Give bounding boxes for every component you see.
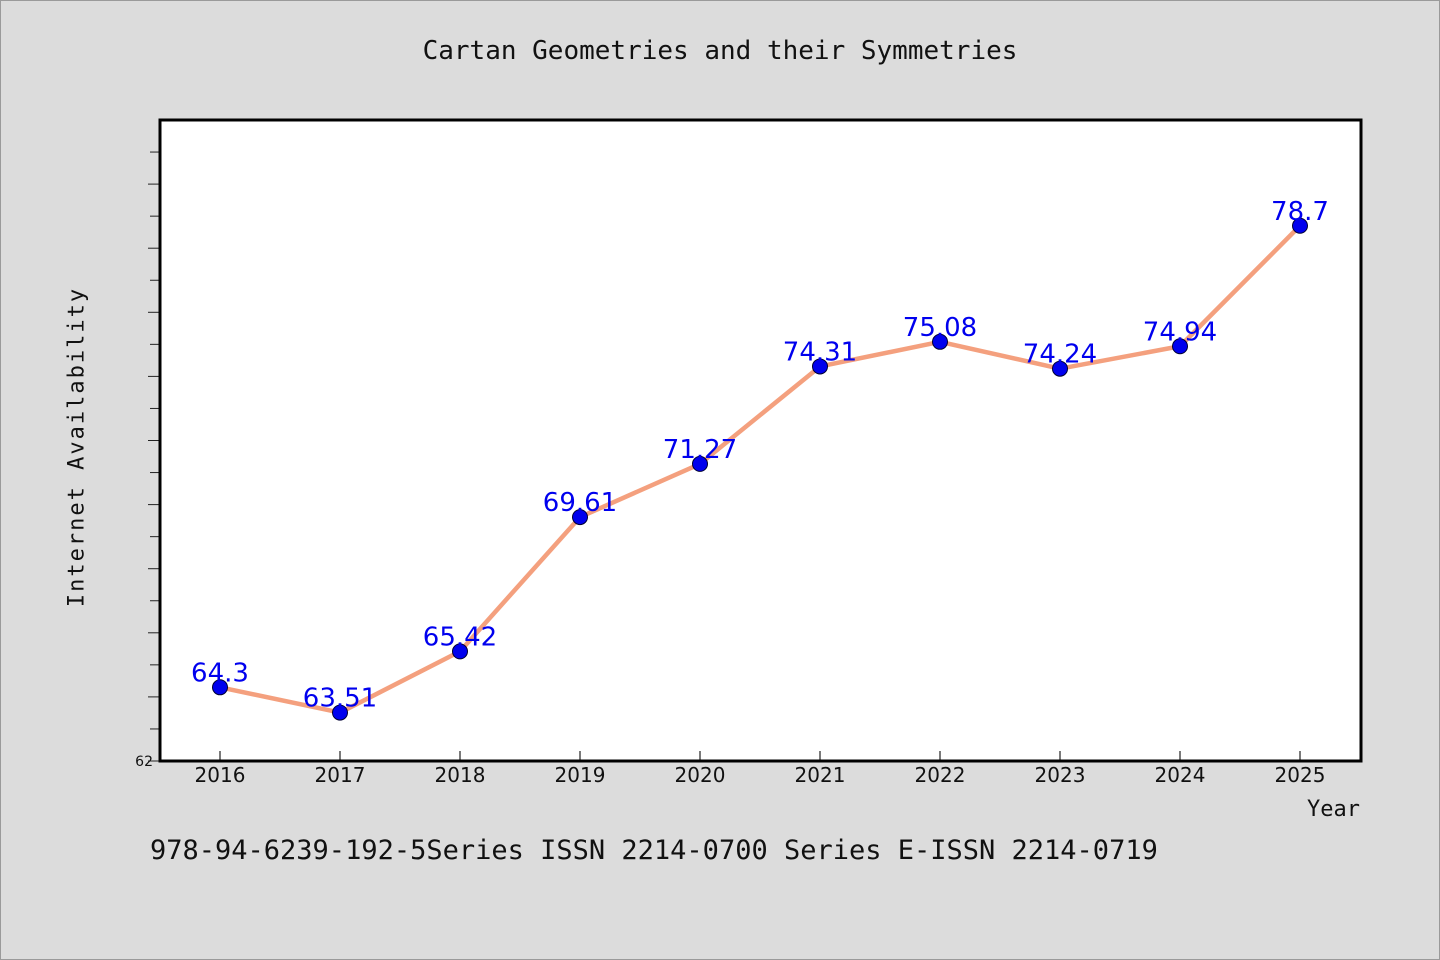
x-axis-ticks: 2016 2017 2018 2019 2020 2021 2022 2023 2024 2025 — [195, 751, 1326, 787]
x-tick-label: 2020 — [675, 763, 726, 787]
x-tick-label: 2019 — [555, 763, 606, 787]
data-label: 64.3 — [191, 658, 249, 688]
data-point — [932, 333, 948, 350]
markers-group — [212, 217, 1308, 721]
x-axis-label: Year — [1307, 797, 1360, 822]
x-tick-label: 2025 — [1275, 763, 1326, 787]
x-tick-label: 2023 — [1035, 763, 1086, 787]
plot-area — [160, 120, 1361, 761]
data-label: 63.51 — [303, 684, 377, 714]
data-point — [812, 358, 828, 375]
data-point — [1172, 338, 1188, 355]
data-point — [1292, 217, 1308, 234]
data-label: 78.7 — [1271, 197, 1329, 227]
data-label: 74.94 — [1143, 317, 1217, 347]
data-point — [1052, 360, 1068, 377]
y-axis-ticks: 62 — [135, 151, 160, 770]
data-point — [332, 704, 348, 721]
data-label: 74.31 — [783, 337, 857, 367]
footer-isbn-issn: 978-94-6239-192-5Series ISSN 2214-0700 S… — [150, 835, 1158, 866]
x-tick-label: 2018 — [435, 763, 486, 787]
series-group — [219, 224, 1302, 715]
data-label: 75.08 — [903, 313, 977, 343]
data-point — [572, 509, 588, 526]
x-tick-label: 2024 — [1155, 763, 1206, 787]
x-tick-label: 2021 — [795, 763, 846, 787]
data-label: 65.42 — [423, 622, 497, 652]
x-tick-label: 2017 — [315, 763, 366, 787]
data-label: 69.61 — [543, 488, 617, 518]
plot-border — [158, 118, 1363, 763]
chart-title: Cartan Geometries and their Symmetries — [422, 36, 1018, 66]
data-labels-group: 64.3 63.51 65.42 69.61 71.27 74.31 75.08 74.24 7… — [191, 197, 1329, 714]
x-tick-label: 2022 — [915, 763, 966, 787]
data-point — [692, 455, 708, 472]
data-point — [452, 643, 468, 660]
series-line — [219, 224, 1302, 715]
y-tick-label: 62 — [135, 754, 153, 770]
data-point — [212, 679, 228, 696]
x-tick-label: 2016 — [195, 763, 246, 787]
data-label: 71.27 — [663, 435, 737, 465]
data-label: 74.24 — [1023, 340, 1097, 370]
